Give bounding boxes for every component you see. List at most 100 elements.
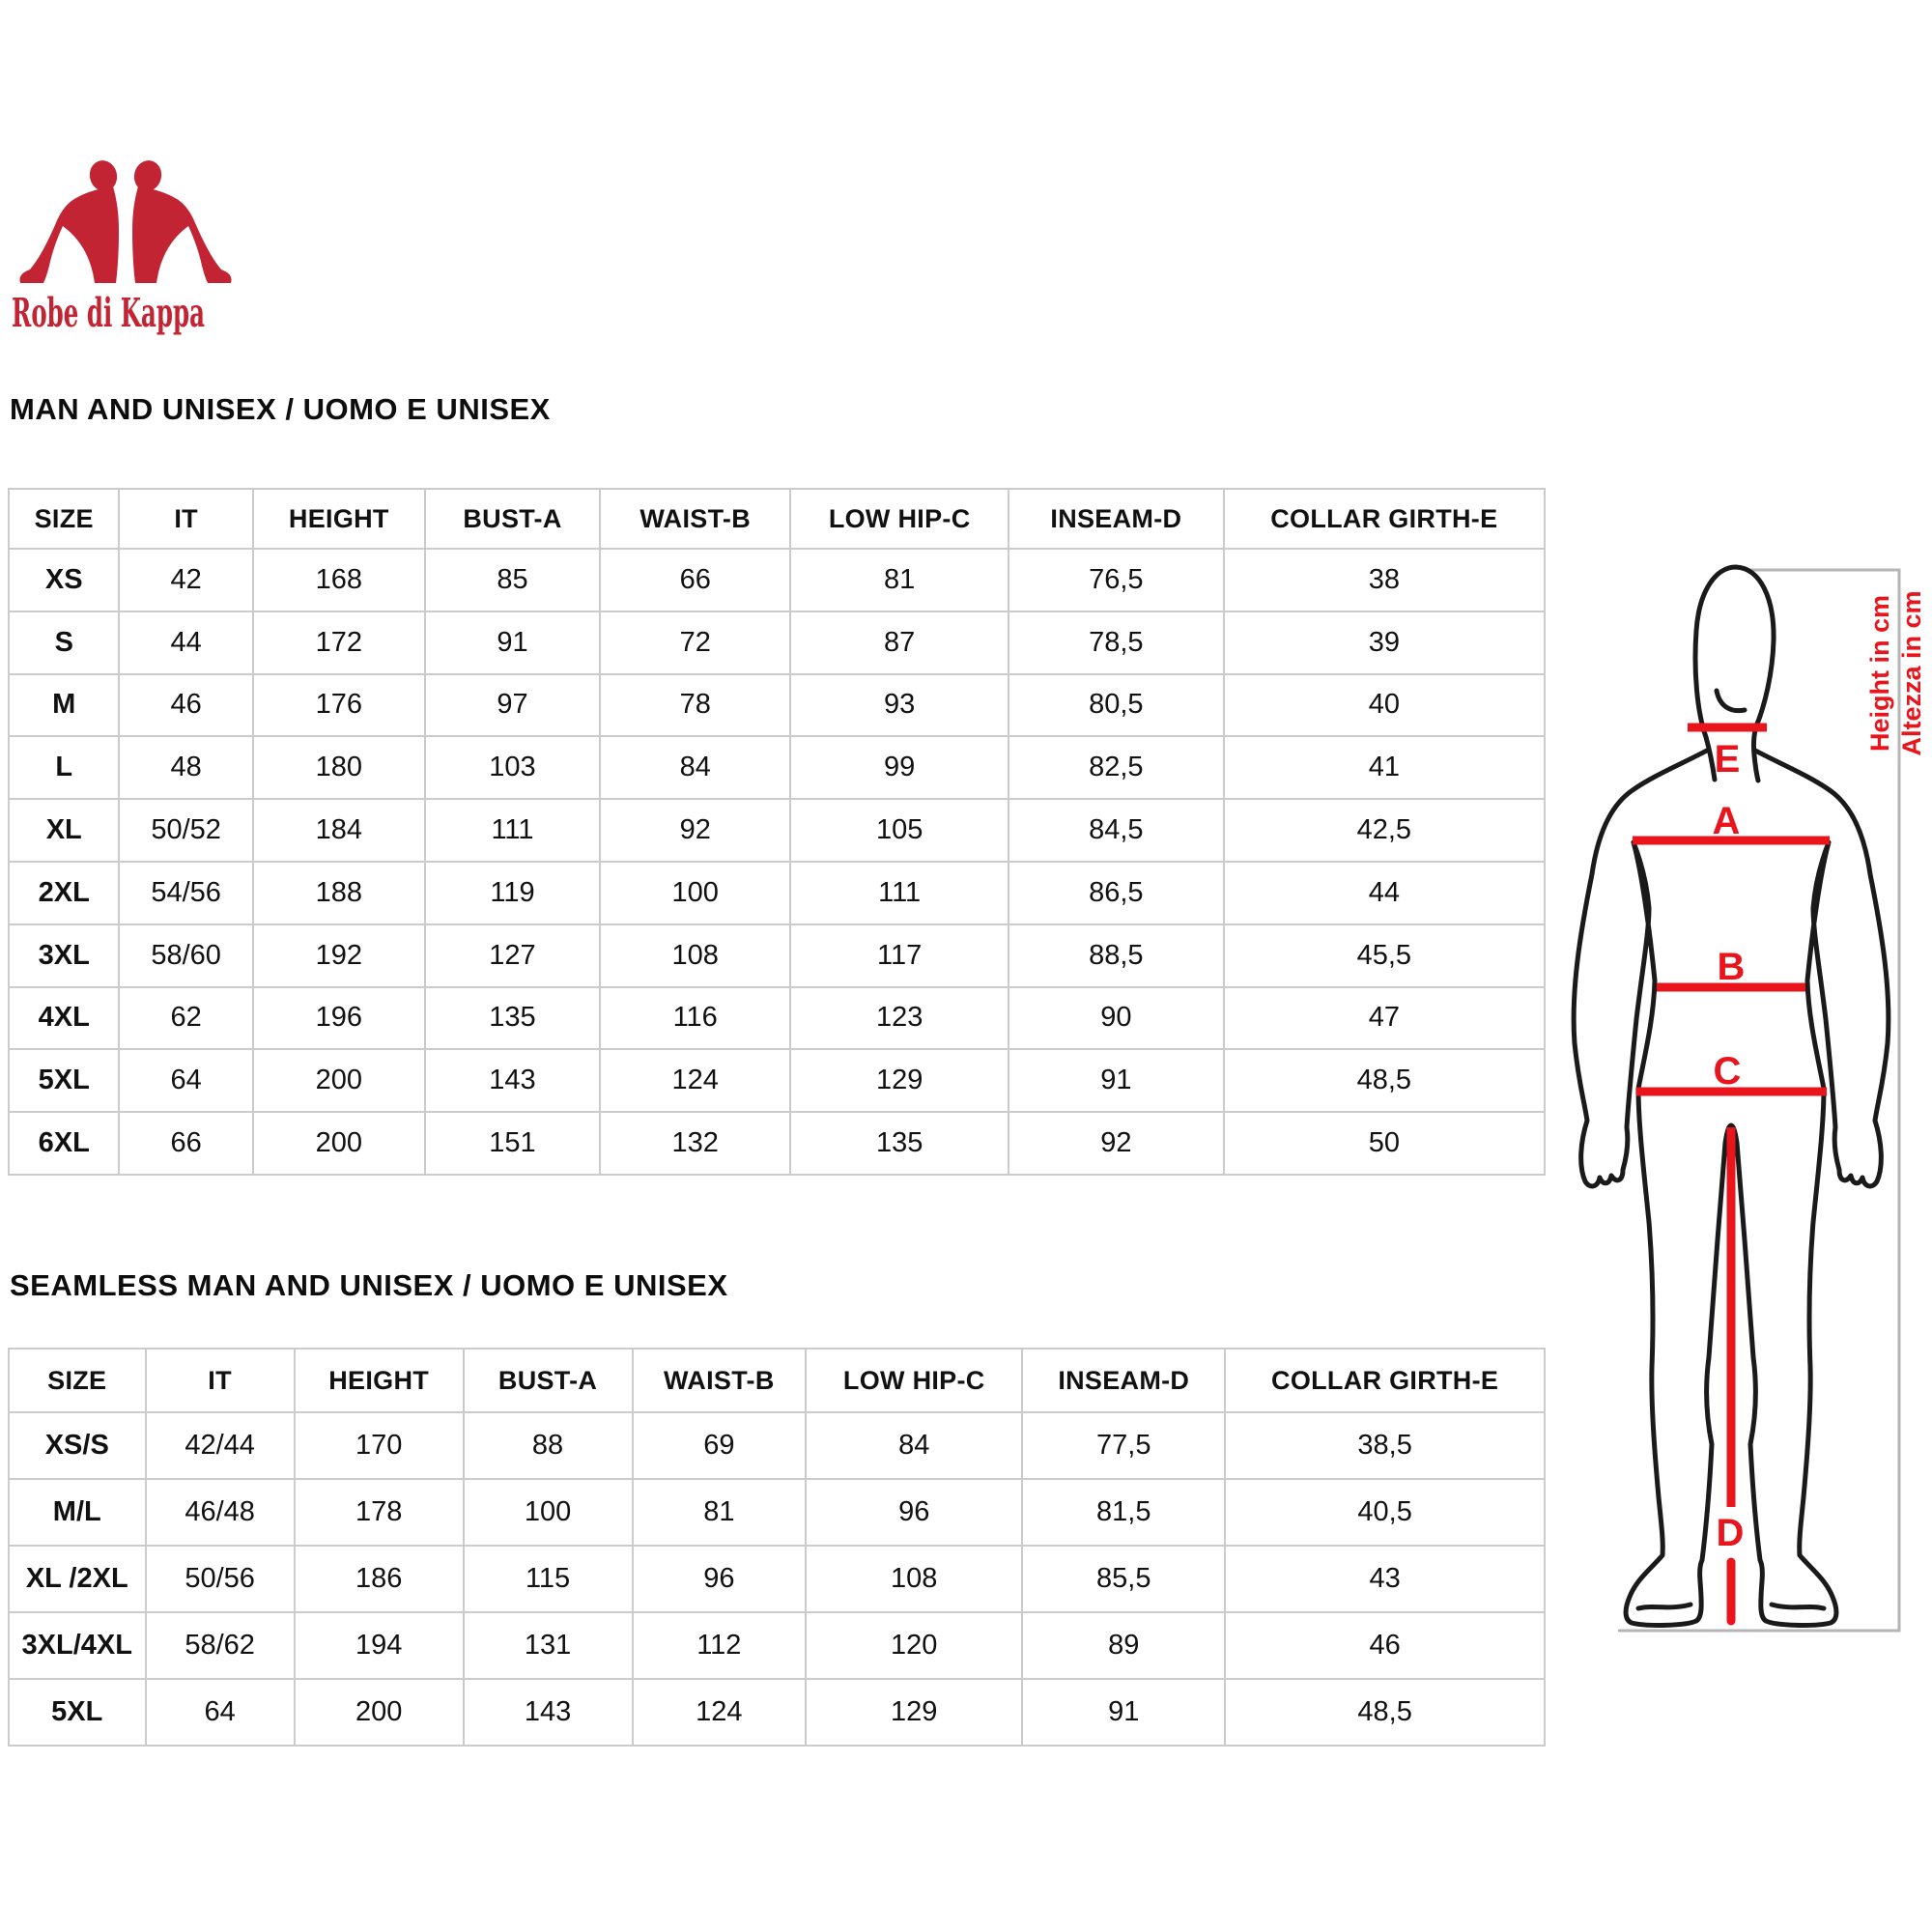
value-cell: 44	[1222, 860, 1547, 925]
column-header: INSEAM-D	[1021, 1348, 1227, 1413]
table-row: XL /2XL 50/56 186 115 96 108 85,5 43	[8, 1545, 1546, 1613]
value-cell: 40,5	[1224, 1478, 1546, 1547]
size-cell: 3XL/4XL	[8, 1611, 147, 1680]
value-cell: 200	[251, 1111, 426, 1176]
logo-wordmark: Robe di Kappa	[12, 290, 205, 336]
value-cell: 186	[293, 1545, 465, 1613]
value-cell: 194	[293, 1611, 465, 1680]
value-cell: 88	[462, 1411, 634, 1480]
column-header: HEIGHT	[293, 1348, 465, 1413]
column-header: BUST-A	[462, 1348, 634, 1413]
table-row: L 48 180 103 84 99 82,5 41	[7, 735, 1547, 801]
size-cell: 5XL	[7, 1048, 121, 1114]
value-cell: 127	[423, 923, 602, 988]
table-row: 3XL 58/60 192 127 108 117 88,5 45,5	[7, 923, 1547, 988]
value-cell: 192	[251, 923, 426, 988]
table-row: M/L 46/48 178 100 81 96 81,5 40,5	[8, 1478, 1546, 1547]
value-cell: 129	[789, 1048, 1010, 1114]
value-cell: 168	[251, 548, 426, 612]
height-bracket	[1618, 568, 1901, 1633]
label-D: D	[1717, 1512, 1745, 1554]
value-cell: 131	[462, 1611, 634, 1680]
left-foot-toe-line	[1635, 1602, 1693, 1611]
value-cell: 200	[293, 1678, 465, 1747]
value-cell: 50/52	[118, 798, 254, 863]
value-cell: 124	[599, 1048, 792, 1114]
value-cell: 78,5	[1008, 610, 1225, 675]
value-cell: 58/62	[144, 1611, 296, 1680]
value-cell: 120	[805, 1611, 1024, 1680]
column-header: WAIST-B	[631, 1348, 808, 1413]
table-row: 5XL 64 200 143 124 129 91 48,5	[7, 1048, 1547, 1114]
value-cell: 119	[423, 860, 602, 925]
value-cell: 46	[1224, 1611, 1546, 1680]
value-cell: 100	[599, 860, 792, 925]
column-header: WAIST-B	[599, 488, 792, 550]
body-outline	[1571, 743, 1891, 1628]
value-cell: 77,5	[1021, 1411, 1227, 1480]
value-cell: 43	[1224, 1545, 1546, 1613]
measurement-labels: E A B C D	[1713, 738, 1746, 1554]
value-cell: 112	[631, 1611, 808, 1680]
value-cell: 64	[144, 1678, 296, 1747]
value-cell: 92	[599, 798, 792, 863]
value-cell: 48	[118, 735, 254, 801]
kappa-sitting-figures-icon	[19, 160, 232, 283]
value-cell: 111	[789, 860, 1010, 925]
value-cell: 91	[1008, 1048, 1225, 1114]
value-cell: 151	[423, 1111, 602, 1176]
table-row: XS/S 42/44 170 88 69 84 77,5 38,5	[8, 1411, 1546, 1480]
value-cell: 82,5	[1008, 735, 1225, 801]
value-cell: 96	[805, 1478, 1024, 1547]
value-cell: 78	[599, 672, 792, 738]
section-title-man-unisex: MAN AND UNISEX / UOMO E UNISEX	[10, 392, 551, 426]
value-cell: 103	[423, 735, 602, 801]
value-cell: 48,5	[1222, 1048, 1547, 1114]
column-header: BUST-A	[423, 488, 602, 550]
column-header: COLLAR GIRTH-E	[1224, 1348, 1546, 1413]
value-cell: 42	[118, 548, 254, 612]
value-cell: 108	[805, 1545, 1024, 1613]
column-header: SIZE	[8, 1348, 147, 1413]
value-cell: 38	[1222, 548, 1547, 612]
size-cell: XL	[7, 798, 121, 863]
value-cell: 143	[462, 1678, 634, 1747]
value-cell: 50	[1222, 1111, 1547, 1176]
table-header-row: SIZE IT HEIGHT BUST-A WAIST-B LOW HIP-C INSEAM…	[8, 1348, 1546, 1413]
value-cell: 87	[789, 610, 1010, 675]
value-cell: 105	[789, 798, 1010, 863]
value-cell: 62	[118, 985, 254, 1051]
value-cell: 188	[251, 860, 426, 925]
label-B: B	[1718, 946, 1746, 988]
body-measurement-diagram: E A B C D Height in cm Altezza in cm	[1571, 564, 1926, 1633]
value-cell: 69	[631, 1411, 808, 1480]
size-cell: XS	[7, 548, 121, 612]
value-cell: 135	[789, 1111, 1010, 1176]
value-cell: 111	[423, 798, 602, 863]
column-header: IT	[144, 1348, 296, 1413]
value-cell: 90	[1008, 985, 1225, 1051]
value-cell: 86,5	[1008, 860, 1225, 925]
column-header: LOW HIP-C	[789, 488, 1010, 550]
table-row: 6XL 66 200 151 132 135 92 50	[7, 1111, 1547, 1176]
value-cell: 115	[462, 1545, 634, 1613]
size-cell: 3XL	[7, 923, 121, 988]
value-cell: 42,5	[1222, 798, 1547, 863]
value-cell: 81,5	[1021, 1478, 1227, 1547]
value-cell: 91	[1021, 1678, 1227, 1747]
table-row: S 44 172 91 72 87 78,5 39	[7, 610, 1547, 675]
size-cell: 4XL	[7, 985, 121, 1051]
value-cell: 123	[789, 985, 1010, 1051]
value-cell: 129	[805, 1678, 1024, 1747]
label-A: A	[1713, 800, 1741, 842]
value-cell: 172	[251, 610, 426, 675]
size-cell: S	[7, 610, 121, 675]
value-cell: 89	[1021, 1611, 1227, 1680]
value-cell: 64	[118, 1048, 254, 1114]
value-cell: 200	[251, 1048, 426, 1114]
value-cell: 54/56	[118, 860, 254, 925]
robe-di-kappa-logo: Robe di Kappa	[12, 160, 232, 336]
value-cell: 176	[251, 672, 426, 738]
value-cell: 84	[599, 735, 792, 801]
